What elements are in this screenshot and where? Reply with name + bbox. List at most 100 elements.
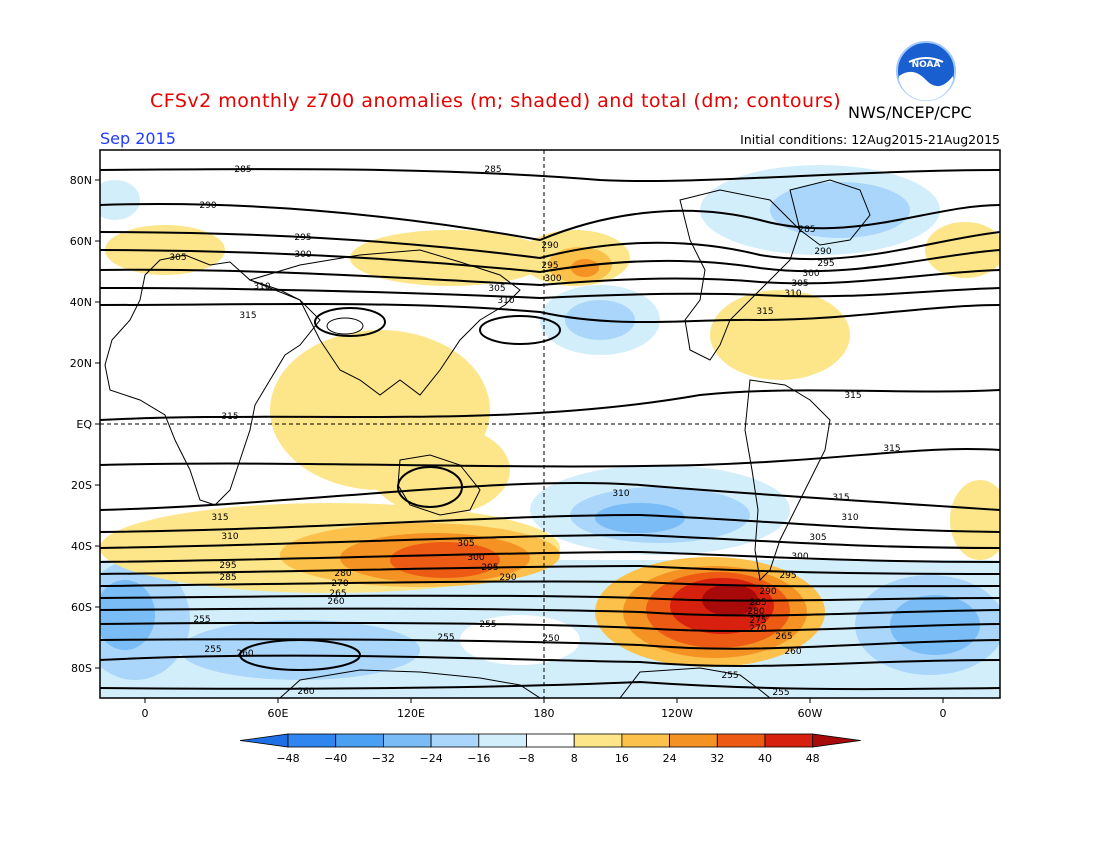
contour-label: 285 — [219, 573, 236, 583]
coastline — [326, 317, 364, 335]
colorbar-box — [573, 733, 623, 748]
contour-label: 305 — [488, 284, 505, 294]
lat-label: EQ — [76, 418, 92, 431]
colorbar-label: 24 — [663, 752, 677, 765]
shade-pos — [925, 222, 1000, 278]
contour-line — [100, 513, 1000, 533]
contour-line — [100, 231, 1000, 261]
colorbar-box — [382, 733, 432, 748]
chart-title: CFSv2 monthly z700 anomalies (m; shaded)… — [150, 90, 842, 112]
contour-line — [100, 550, 1000, 563]
contour-label: 315 — [832, 493, 849, 503]
colorbar-label: −48 — [276, 752, 299, 765]
initial-conditions: Initial conditions: 12Aug2015-21Aug2015 — [740, 132, 1000, 147]
contour-label: 290 — [499, 573, 516, 583]
contour-label: 270 — [331, 579, 348, 589]
contour-label: 260 — [297, 687, 314, 697]
contour-label: 295 — [541, 261, 558, 271]
shade-neg — [460, 615, 580, 665]
colorbar-box — [669, 733, 718, 748]
contour-label: 290 — [814, 247, 831, 257]
contour-label: 310 — [784, 289, 801, 299]
contour-line — [100, 302, 1000, 324]
colorbar-box — [764, 733, 814, 748]
coastline — [619, 667, 771, 698]
contour-line — [100, 481, 1000, 511]
colorbar-label: −40 — [324, 752, 347, 765]
contour-label: 265 — [329, 589, 346, 599]
contour-label: 260 — [327, 597, 344, 607]
lon-label: 60W — [798, 707, 823, 720]
agency-label: NWS/NCEP/CPC — [848, 103, 972, 122]
shade-neg — [180, 620, 420, 680]
contour-line — [100, 654, 1000, 667]
contour-line — [239, 639, 361, 671]
contour-label: 300 — [467, 553, 484, 563]
contour-line — [100, 594, 1000, 602]
contour-label: 275 — [749, 616, 766, 626]
contour-label: 300 — [791, 552, 808, 562]
contour-line — [100, 287, 1000, 300]
contour-line — [314, 307, 386, 337]
colorbar-label: −16 — [467, 752, 490, 765]
lon-label: 0 — [940, 707, 947, 720]
logo-text: NOAA — [912, 60, 941, 70]
colorbar-box — [335, 733, 384, 748]
contour-label: 255 — [204, 645, 221, 655]
contour-label: 255 — [772, 688, 789, 698]
contour-line — [100, 680, 1000, 691]
lat-label: 40N — [70, 296, 92, 309]
lat-label: 40S — [71, 540, 92, 553]
contour-line — [397, 466, 463, 508]
contour-line — [100, 607, 1000, 617]
coastline — [279, 669, 541, 698]
shade-pos — [571, 259, 599, 277]
contour-label: 295 — [817, 259, 834, 269]
lat-label: 60N — [70, 235, 92, 248]
contour-label: 285 — [749, 598, 766, 608]
lon-label: 0 — [142, 707, 149, 720]
contour-label: 300 — [544, 274, 561, 284]
colorbar-label: 32 — [710, 752, 724, 765]
contour-line — [100, 580, 1000, 588]
lon-axis: 0 60E 120E 180 120W 60W 0 — [142, 698, 947, 720]
colorbar-box — [478, 733, 527, 748]
contour-line — [100, 448, 1000, 468]
lat-label: 60S — [71, 601, 92, 614]
contour-label: 315 — [211, 513, 228, 523]
contour-label: 305 — [791, 279, 808, 289]
contour-label: 295 — [219, 561, 236, 571]
contour-label: 300 — [294, 250, 311, 260]
colorbar-box — [526, 733, 575, 748]
colorbar-label: 8 — [571, 752, 578, 765]
colorbar-box — [621, 733, 671, 748]
colorbar-label: −8 — [518, 752, 534, 765]
contour-label: 310 — [497, 296, 514, 306]
contour-label: 290 — [541, 241, 558, 251]
colorbar-box — [716, 733, 766, 748]
contour-label: 305 — [169, 253, 186, 263]
shade-pos — [950, 480, 1000, 560]
contour-label: 290 — [199, 201, 216, 211]
contour-label: 315 — [221, 412, 238, 422]
contour-line — [100, 168, 1000, 183]
lon-label: 60E — [268, 707, 289, 720]
contour-label: 260 — [784, 647, 801, 657]
contour-label: 260 — [236, 649, 253, 659]
colorbar-label: −24 — [419, 752, 442, 765]
coastline — [744, 379, 831, 582]
shade-neg — [100, 180, 140, 220]
contour-line — [100, 638, 1000, 650]
colorbar-arrow-right — [812, 733, 861, 748]
forecast-month: Sep 2015 — [100, 129, 176, 148]
lon-label: 180 — [534, 707, 555, 720]
contour-label: 255 — [479, 620, 496, 630]
shade-pos — [710, 290, 850, 380]
shade-neg — [595, 503, 685, 533]
contour-label: 290 — [759, 587, 776, 597]
contour-line — [100, 268, 1000, 287]
contour-line — [100, 203, 1000, 242]
contour-label: 280 — [747, 607, 764, 617]
lat-label: 20S — [71, 479, 92, 492]
